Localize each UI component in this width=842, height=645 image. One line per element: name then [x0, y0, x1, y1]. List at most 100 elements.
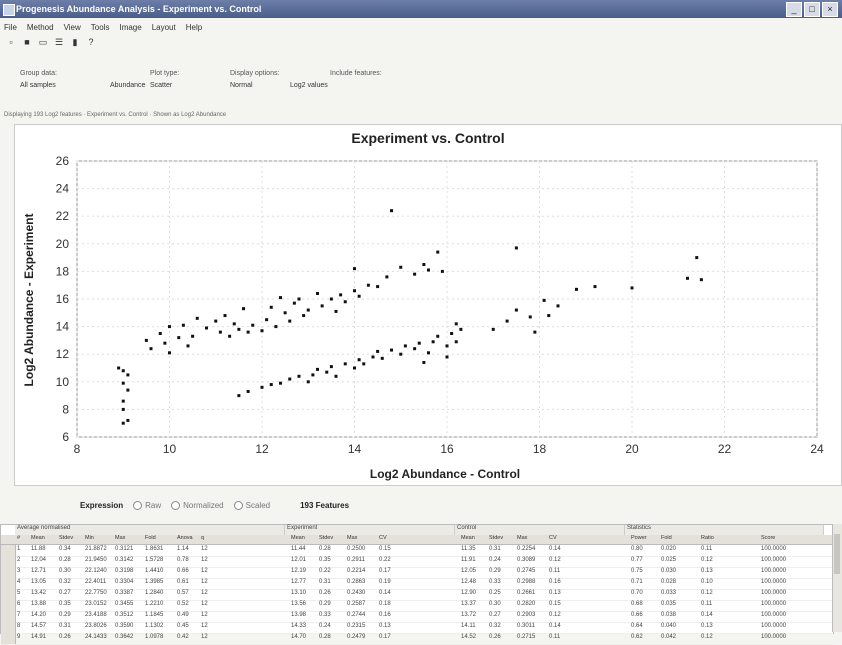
column-header[interactable]: #	[17, 535, 21, 541]
display-options-select[interactable]: Normal	[230, 82, 253, 89]
data-point	[417, 341, 421, 345]
data-point	[380, 356, 384, 360]
table-row[interactable]: 7 14.20 0.29 23.4188 0.3512 1.1845 0.49 12 13.98…	[1, 611, 833, 623]
column-header[interactable]: Max	[115, 535, 126, 541]
table-row[interactable]: 5 13.42 0.27 22.7750 0.3387 1.2840 0.57 12 13.10…	[1, 589, 833, 601]
row-selector[interactable]	[1, 622, 16, 633]
column-header[interactable]: Score	[761, 535, 776, 541]
table-cell: 0.31	[59, 623, 71, 629]
table-cell: 0.29	[319, 601, 331, 607]
row-selector[interactable]	[1, 611, 16, 622]
info-line: Displaying 193 Log2 features · Experimen…	[4, 112, 227, 118]
table-cell: 4	[17, 579, 21, 585]
close-button[interactable]: ×	[822, 2, 838, 17]
column-header[interactable]: Min	[85, 535, 94, 541]
table-cell: 12.04	[31, 557, 47, 563]
row-selector[interactable]	[1, 545, 16, 556]
menu-method[interactable]: Method	[26, 22, 54, 32]
table-row[interactable]: 1 11.88 0.34 21.8872 0.3121 1.8631 1.14 12 11.44…	[1, 545, 833, 557]
group-data-select[interactable]: All samples	[20, 82, 56, 89]
row-selector[interactable]	[1, 600, 16, 611]
column-header[interactable]: Fold	[145, 535, 156, 541]
table-row[interactable]: 6 13.88 0.35 23.0152 0.3455 1.2210 0.52 12 13.56…	[1, 600, 833, 612]
row-selector[interactable]	[1, 589, 16, 600]
maximize-button[interactable]: □	[804, 2, 820, 17]
radio-scaled[interactable]: Scaled	[233, 500, 271, 510]
radio-scaled-label: Scaled	[245, 500, 271, 510]
column-header[interactable]: CV	[549, 535, 557, 541]
data-point	[547, 314, 551, 318]
print-icon[interactable]: ▭	[38, 37, 48, 47]
scroll-thumb[interactable]	[834, 534, 840, 574]
table-cell: 100.0000	[761, 568, 787, 574]
save-icon[interactable]: ■	[24, 37, 30, 47]
vertical-scrollbar[interactable]	[832, 524, 842, 632]
minimize-button[interactable]: _	[786, 2, 802, 17]
column-header[interactable]: Mean	[461, 535, 475, 541]
column-header[interactable]: CV	[379, 535, 387, 541]
grid-icon[interactable]: ☰	[54, 37, 64, 47]
x-tick-label: 12	[255, 442, 269, 456]
column-header[interactable]: Stdev	[59, 535, 74, 541]
table-cell: 0.29	[489, 568, 501, 574]
column-header[interactable]: Max	[347, 535, 358, 541]
table-cell: 0.035	[661, 601, 677, 607]
table-row[interactable]: 4 13.05 0.32 22.4011 0.3304 1.3985 0.61 12 12.77…	[1, 578, 833, 590]
table-cell: 12.19	[291, 568, 307, 574]
data-point	[334, 309, 338, 313]
table-cell: 0.30	[489, 601, 501, 607]
data-point	[422, 360, 426, 364]
plot-type-select[interactable]: Scatter	[150, 82, 173, 89]
table-cell: 0.31	[489, 546, 501, 552]
table-cell: 0.2903	[517, 612, 536, 618]
menu-image[interactable]: Image	[119, 22, 142, 32]
help-icon[interactable]: ?	[88, 37, 94, 47]
table-cell: 0.11	[549, 634, 561, 640]
title-bar: Progenesis Abundance Analysis - Experime…	[0, 0, 842, 18]
table-row[interactable]: 9 14.91 0.26 24.1433 0.3642 1.0978 0.42 12 14.70…	[1, 633, 833, 645]
table-cell: 14.52	[461, 634, 477, 640]
open-icon[interactable]: ▫	[9, 37, 13, 47]
column-header[interactable]: Mean	[31, 535, 45, 541]
table-cell: 0.2715	[517, 634, 536, 640]
menu-layout[interactable]: Layout	[151, 22, 176, 32]
menu-view[interactable]: View	[63, 22, 81, 32]
column-header[interactable]: Stdev	[489, 535, 504, 541]
group-header-experiment: Experiment	[285, 525, 455, 535]
table-cell: 12	[201, 601, 208, 607]
column-header[interactable]: Power	[631, 535, 647, 541]
column-header[interactable]: Ratio	[701, 535, 714, 541]
data-point	[186, 344, 190, 348]
menu-help[interactable]: Help	[185, 22, 203, 32]
table-row[interactable]: 3 12.71 0.30 22.1240 0.3198 1.4410 0.66 12 12.19…	[1, 567, 833, 579]
x-tick-label: 14	[348, 442, 362, 456]
data-point	[149, 347, 153, 351]
feature-count: 193 Features	[300, 500, 350, 510]
radio-raw[interactable]: Raw	[133, 500, 161, 510]
data-point	[288, 319, 292, 323]
table-cell: 9	[17, 634, 21, 640]
data-point	[427, 268, 430, 272]
column-header[interactable]: Anova	[177, 535, 193, 541]
table-cell: 0.26	[59, 634, 71, 640]
row-selector[interactable]	[1, 567, 16, 578]
row-selector[interactable]	[1, 556, 16, 567]
column-header[interactable]: q	[201, 535, 205, 541]
data-point	[385, 275, 389, 279]
column-header[interactable]: Stdev	[319, 535, 334, 541]
row-selector[interactable]	[1, 578, 16, 589]
column-header[interactable]: Mean	[291, 535, 305, 541]
row-selector[interactable]	[1, 633, 16, 644]
table-row[interactable]: 2 12.04 0.28 21.9450 0.3142 1.5728 0.78 12 12.01…	[1, 556, 833, 568]
radio-normalized[interactable]: Normalized	[171, 500, 224, 510]
table-cell: 0.3198	[115, 568, 134, 574]
table-cell: 0.13	[549, 590, 561, 596]
menu-file[interactable]: File	[4, 22, 17, 32]
column-header[interactable]: Fold	[661, 535, 672, 541]
menu-tools[interactable]: Tools	[90, 22, 110, 32]
column-header[interactable]: Max	[517, 535, 528, 541]
table-cell: 100.0000	[761, 546, 787, 552]
chart-icon[interactable]: ▮	[72, 37, 78, 47]
table-cell: 12	[201, 623, 208, 629]
data-point	[427, 351, 430, 355]
